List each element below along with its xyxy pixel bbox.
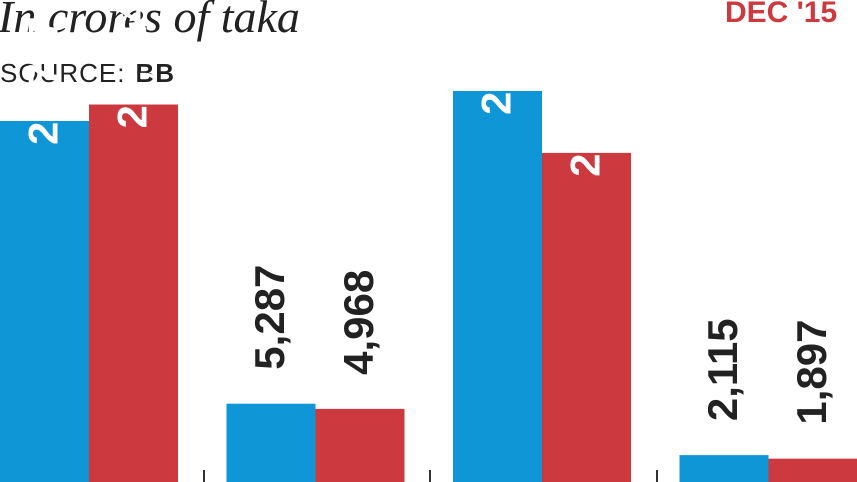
bar	[226, 403, 316, 482]
bar	[89, 104, 178, 482]
legend-label: DEC '15	[725, 0, 837, 29]
chart-title: In crores of taka	[0, 0, 300, 42]
source: SOURCE: BB	[0, 58, 175, 88]
value-label: 2,115	[699, 318, 746, 421]
bar	[315, 408, 405, 482]
bar	[679, 455, 769, 482]
value-label: 23,744	[109, 0, 156, 129]
bar	[768, 458, 857, 482]
value-label: 5,287	[246, 265, 293, 370]
source-name: BB	[135, 58, 175, 88]
bar	[542, 152, 631, 482]
value-label: 1,897	[788, 320, 835, 425]
value-label: 24,578	[473, 0, 520, 115]
separators	[203, 470, 658, 482]
source-label: SOURCE:	[0, 58, 125, 88]
bar	[0, 120, 89, 482]
bar	[453, 90, 542, 482]
value-label: 22,727	[20, 17, 67, 145]
value-label: 20,760	[562, 48, 609, 176]
value-label: 4,968	[335, 270, 382, 375]
